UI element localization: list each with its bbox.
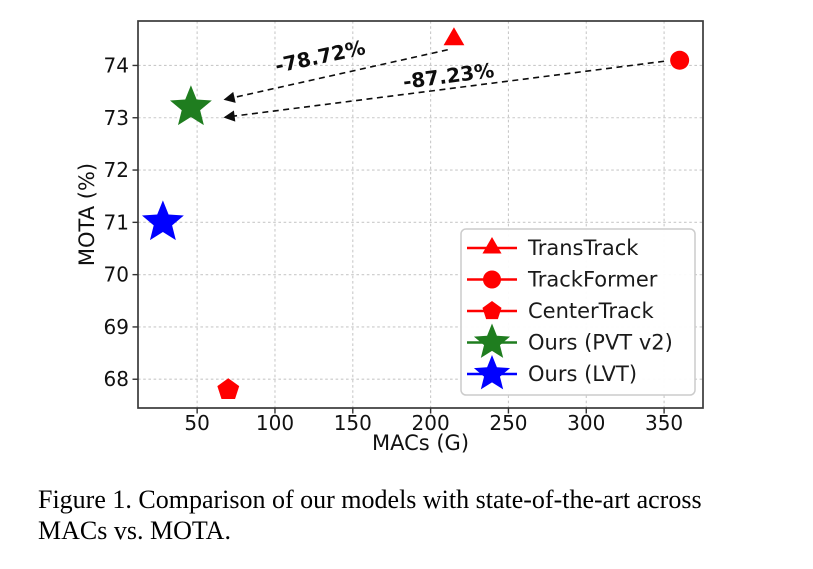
chart-area: -78.72% -87.23% 50 100 150 200 250 300 350 68 69 70… [75,20,704,455]
scatter-plot: -78.72% -87.23% 50 100 150 200 250 300 350 68 69 70… [75,20,704,455]
legend-item-centertrack: CenterTrack [467,299,654,323]
legend-label: Ours (LVT) [528,362,637,386]
legend-item-transtrack: TransTrack [467,236,639,260]
annotation-arrow-0 [223,48,448,103]
data-point-ours-lvt [141,200,184,241]
legend: TransTrack TrackFormer CenterTrack Ours (PV… [460,228,696,396]
plot-border [137,20,704,409]
y-tick-label: 69 [104,315,129,339]
caption-line-2: MACs vs. MOTA. [38,516,231,545]
legend-box [460,228,696,396]
data-point-transtrack [443,27,465,46]
legend-label: CenterTrack [528,299,654,323]
x-tick-label: 200 [412,411,450,435]
figure-caption: Figure 1. Comparison of our models with … [38,484,778,546]
legend-item-ours-lvt: Ours (LVT) [467,355,637,390]
legend-item-trackformer: TrackFormer [467,268,658,292]
y-tick-label: 73 [104,106,129,130]
legend-label: TransTrack [527,236,639,260]
legend-marker-star [473,323,511,358]
legend-marker-pentagon [482,301,502,320]
annotation-arrow-1 [223,60,665,122]
x-tick-label: 350 [645,411,683,435]
legend-marker-circle [483,270,501,289]
annotations: -78.72% -87.23% [223,35,665,122]
y-axis-label: MOTA (%) [75,163,99,266]
legend-label: Ours (PVT v2) [528,331,673,355]
caption-line-1: Figure 1. Comparison of our models with … [38,485,702,514]
x-tick-label: 50 [184,411,209,435]
legend-label: TrackFormer [527,268,658,292]
tick-labels: 50 100 150 200 250 300 350 68 69 70 71 72 73 74 [104,53,684,435]
tick-marks [132,64,665,414]
x-tick-label: 300 [567,411,605,435]
y-tick-label: 71 [104,210,129,234]
legend-marker-star [473,355,511,390]
y-tick-label: 68 [104,367,129,391]
x-tick-label: 250 [489,411,527,435]
legend-marker-triangle [482,237,502,254]
y-tick-label: 74 [104,53,129,77]
data-points [141,27,690,399]
legend-item-ours-pvt-v2: Ours (PVT v2) [467,323,673,358]
data-point-centertrack [217,378,240,399]
x-tick-label: 100 [256,411,294,435]
gridlines [138,21,703,408]
data-point-trackformer [670,50,690,70]
y-tick-label: 70 [104,263,129,287]
annotation-label-1: -87.23% [402,58,496,94]
x-tick-label: 150 [334,411,372,435]
data-point-ours-pvt-v2 [170,85,212,126]
y-tick-label: 72 [104,158,129,182]
x-axis-label: MACs (G) [372,431,469,455]
